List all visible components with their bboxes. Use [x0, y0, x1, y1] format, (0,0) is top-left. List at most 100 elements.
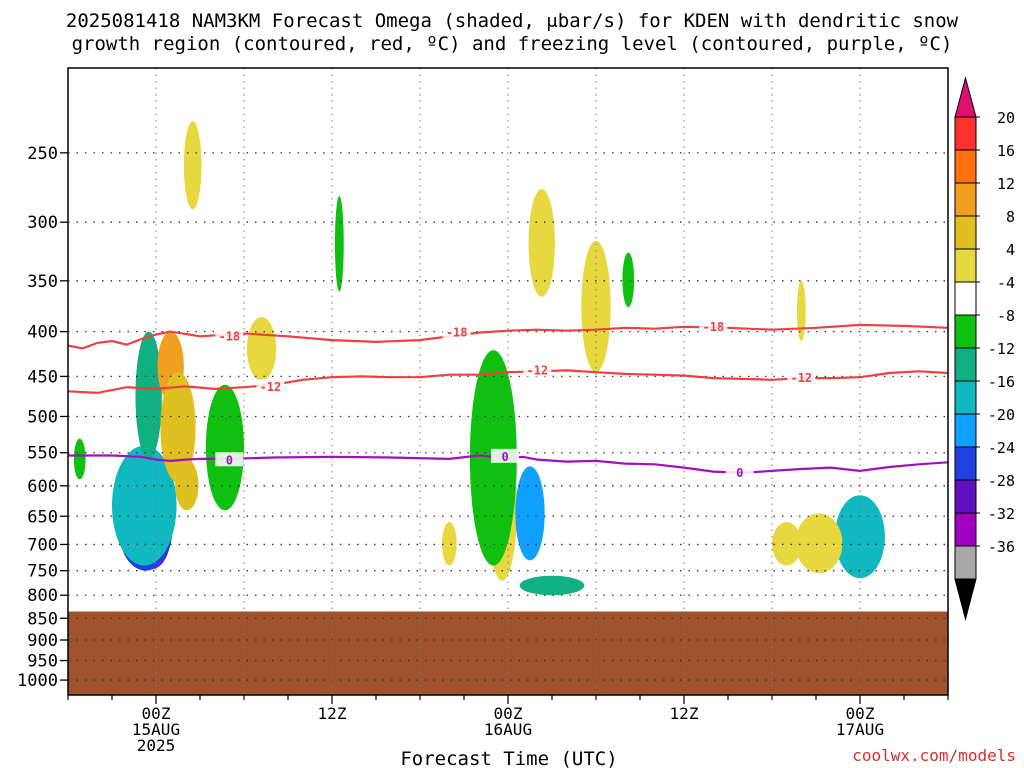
x-tick-label-24-1: 16AUG	[484, 720, 532, 739]
omega-cell-down-mid-d	[622, 252, 635, 308]
y-tick-label-450: 450	[27, 367, 58, 387]
omega-cell-up-mid-g	[772, 522, 802, 566]
contour-label--18-1: -18	[446, 326, 468, 340]
colorbar-label-3: 8	[1006, 208, 1015, 226]
omega-cell-up-15aug-c	[175, 459, 199, 511]
contour-label--12-2: -12	[790, 371, 812, 385]
colorbar-label-0: 20	[997, 109, 1015, 127]
x-axis-label: Forecast Time (UTC)	[400, 748, 617, 768]
colorbar-box-9	[954, 413, 977, 448]
colorbar-box-7	[954, 347, 977, 382]
y-tick-label-850: 850	[27, 609, 58, 629]
colorbar-box-6	[954, 314, 977, 349]
contour-label-bg--12-2	[787, 370, 816, 385]
colorbar-label-6: -8	[997, 307, 1015, 325]
credit-text: coolwx.com/models	[852, 746, 1016, 765]
colorbar-box-13	[954, 545, 977, 580]
omega-cell-up-17aug-a	[795, 513, 843, 574]
contour-label-bg--12-1	[523, 362, 552, 377]
y-tick-label-900: 900	[27, 631, 58, 651]
omega-shading	[73, 121, 885, 596]
y-tick-label-950: 950	[27, 652, 58, 672]
y-tick-label-700: 700	[27, 535, 58, 555]
x-tick-label-0-1: 15AUG	[132, 720, 180, 739]
contour-label-bg-0-2	[725, 464, 754, 479]
chart-title-line2: growth region (contoured, red, ºC) and f…	[71, 33, 953, 55]
omega-cell-up-mid-a	[246, 317, 277, 381]
colorbar-label-4: 4	[1006, 241, 1015, 259]
y-tick-label-800: 800	[27, 586, 58, 606]
colorbar-box-3	[954, 215, 977, 250]
y-tick-label-300: 300	[27, 213, 58, 233]
contour-label--12-0: -12	[260, 380, 282, 394]
colorbar-label-12: -32	[988, 505, 1015, 523]
omega-cell-down-mid-e	[334, 195, 344, 292]
x-tick-label-24-0: 00Z	[494, 704, 523, 723]
contour-label-bg--18-2	[699, 318, 728, 333]
colorbar-label-13: -36	[988, 538, 1015, 556]
colorbar-label-11: -28	[988, 472, 1015, 490]
colorbar-box-5	[954, 281, 977, 316]
colorbar-box-2	[954, 182, 977, 217]
omega-cell-down-16aug-b	[519, 575, 585, 596]
omega-cell-up-mid-b	[528, 189, 555, 297]
contour-label--18-0: -18	[218, 329, 240, 343]
omega-cell-down-15aug-e	[205, 384, 244, 511]
grid-lines	[68, 68, 948, 695]
omega-cell-core-15aug-4	[135, 331, 162, 460]
colorbar-box-0	[954, 116, 977, 151]
y-tick-label-750: 750	[27, 562, 58, 582]
y-tick-label-350: 350	[27, 272, 58, 292]
x-tick-label-0-2: 2025	[137, 736, 176, 755]
x-tick-label-0-0: 00Z	[142, 704, 171, 723]
colorbar-label-10: -24	[988, 439, 1015, 457]
x-tick-label-12-0: 12Z	[318, 704, 347, 723]
x-tick-label-48-0: 00Z	[846, 704, 875, 723]
contour-label-0-1: 0	[501, 450, 508, 464]
omega-cell-up-mid-f	[442, 522, 457, 566]
omega-cell-up-15aug-b	[160, 372, 196, 483]
colorbar-box-4	[954, 248, 977, 283]
contour-label-bg-0-0	[215, 452, 244, 467]
y-tick-label-400: 400	[27, 323, 58, 343]
colorbar-box-12	[954, 512, 977, 547]
contour-line-0	[68, 454, 948, 475]
omega-cell-up-17aug-b	[796, 280, 806, 342]
colorbar-box-10	[954, 446, 977, 481]
colorbar-label-8: -16	[988, 373, 1015, 391]
y-tick-label-650: 650	[27, 507, 58, 527]
temperature-contours: -18 -18 -18 -12 -12 -12 0 0 0	[68, 318, 948, 480]
colorbar: 20 16 12 8 4 -4 -8 -12 -16 -20 -24 -28 -32 -36	[954, 76, 1015, 621]
y-tick-label-600: 600	[27, 477, 58, 497]
colorbar-label-1: 16	[997, 142, 1015, 160]
colorbar-box-1	[954, 149, 977, 184]
x-tick-label-48-1: 17AUG	[836, 720, 884, 739]
omega-cell-core-15aug-3	[112, 445, 177, 566]
colorbar-top-triangle	[954, 76, 977, 118]
colorbar-label-9: -20	[988, 406, 1015, 424]
omega-cell-up-mid-c	[581, 240, 611, 373]
contour-label-bg--18-1	[442, 324, 471, 339]
colorbar-box-11	[954, 479, 977, 514]
contour-label--18-2: -18	[702, 320, 724, 334]
colorbar-label-5: -4	[997, 274, 1015, 292]
y-axis: 2503003504004505005506006507007508008509…	[17, 144, 68, 691]
contour-label-bg--18-0	[215, 328, 244, 343]
chart-title-line1: 2025081418 NAM3KM Forecast Omega (shaded…	[65, 10, 959, 32]
contour-label--12-1: -12	[526, 363, 548, 377]
colorbar-label-2: 12	[997, 175, 1015, 193]
y-tick-label-1000: 1000	[17, 671, 58, 691]
colorbar-box-8	[954, 380, 977, 415]
x-tick-label-36-0: 12Z	[670, 704, 699, 723]
contour-label-bg-0-1	[491, 448, 520, 463]
contour-label-bg--12-0	[256, 379, 285, 394]
contour-label-0-2: 0	[736, 466, 743, 480]
omega-cell-down-16aug-a	[515, 466, 545, 561]
colorbar-bottom-triangle	[954, 578, 977, 621]
y-tick-label-550: 550	[27, 444, 58, 464]
colorbar-label-7: -12	[988, 340, 1015, 358]
y-tick-label-500: 500	[27, 407, 58, 427]
contour-label-0-0: 0	[226, 453, 233, 467]
